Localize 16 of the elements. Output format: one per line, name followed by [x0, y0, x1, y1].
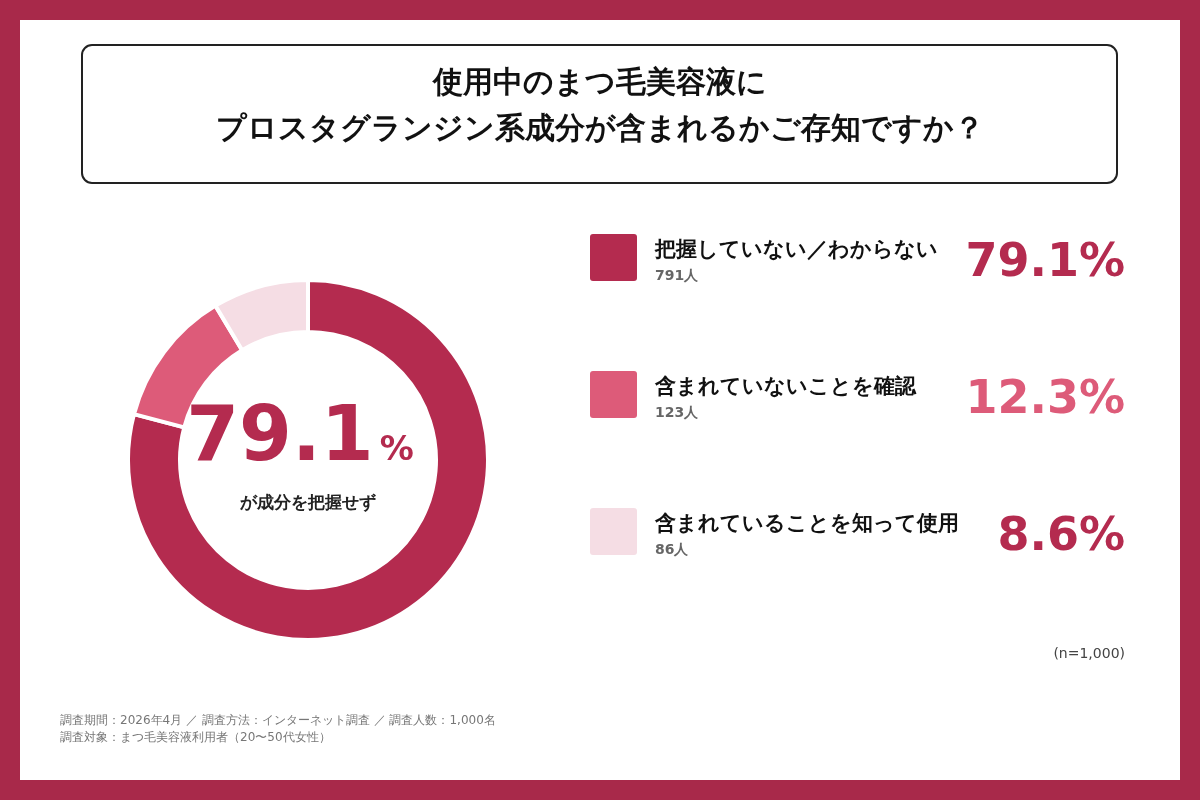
text: が成分を把握せず	[239, 492, 376, 512]
text: 79.1%	[186, 389, 414, 478]
data-label: 8.6%	[997, 507, 1125, 561]
data-label: 12.3%	[965, 370, 1125, 424]
text: 調査期間：2026年4月 ／ 調査方法：インターネット調査 ／ 調査人数：1,000名	[60, 713, 496, 727]
text: 123人	[655, 404, 700, 420]
legend-label: 含まれていないことを確認	[654, 374, 917, 398]
text: 調査対象：まつ毛美容液利用者（20〜50代女性）	[60, 730, 331, 744]
data-label: 79.1%	[965, 233, 1125, 287]
text: (n=1,000)	[1053, 645, 1125, 661]
legend-label: 把握していない／わからない	[654, 237, 938, 261]
text: 86人	[655, 541, 690, 557]
legend-label: 含まれていることを知って使用	[654, 511, 959, 535]
text: 791人	[655, 267, 700, 283]
chart-subtitle: プロスタグランジン系成分が含まれるかご存知ですか？	[216, 110, 984, 145]
chart-title: 使用中のまつ毛美容液に	[432, 64, 767, 99]
